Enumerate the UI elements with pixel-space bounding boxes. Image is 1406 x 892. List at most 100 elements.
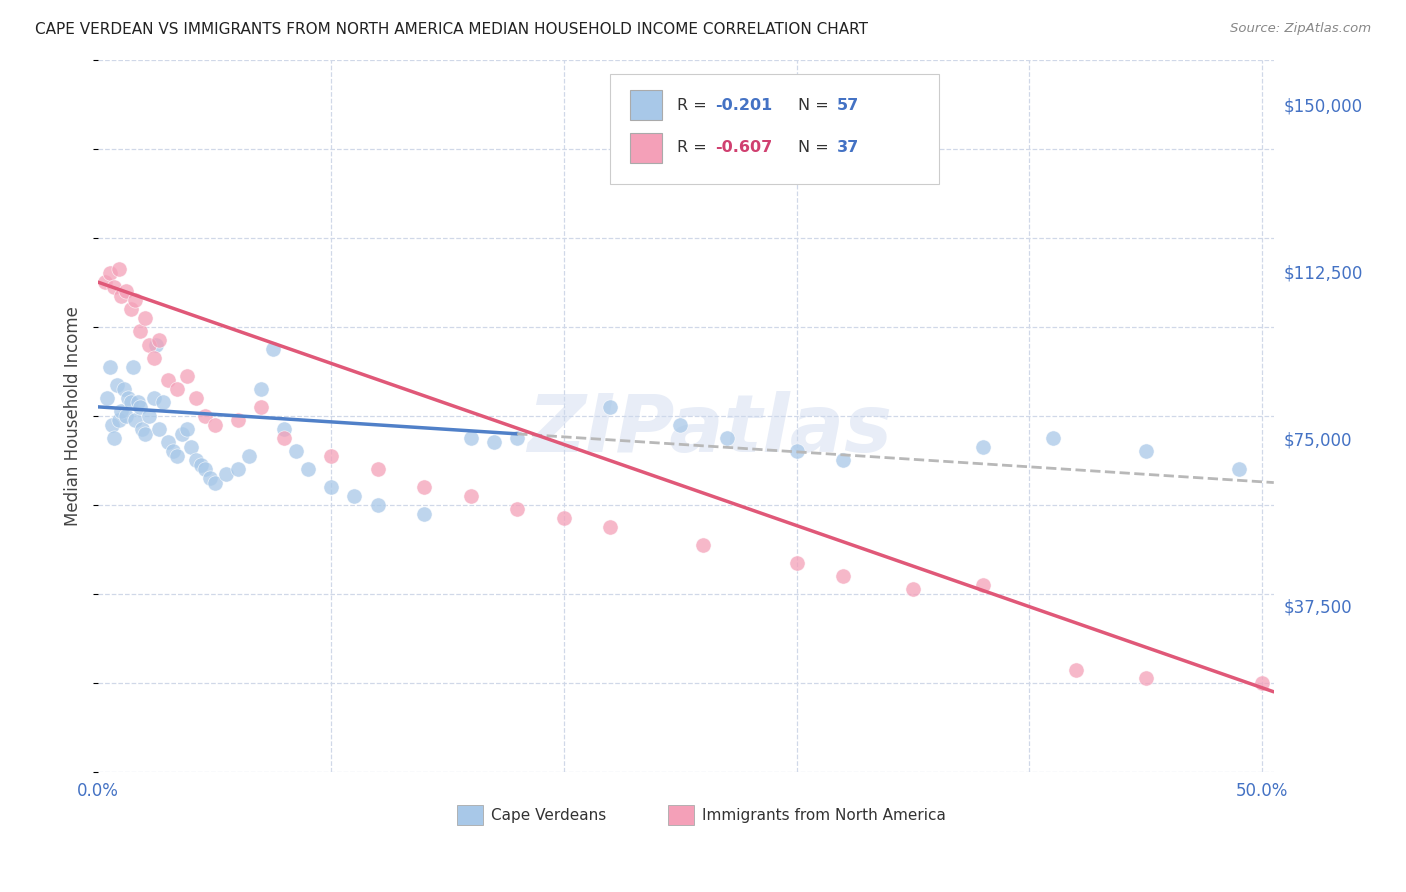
Point: [204, 475, 226, 490]
Point: [117, 391, 139, 405]
Point: [599, 520, 621, 534]
Point: [226, 413, 249, 427]
Text: Cape Verdeans: Cape Verdeans: [491, 808, 606, 823]
Point: [143, 351, 166, 365]
Point: [122, 359, 145, 374]
Point: [460, 431, 482, 445]
Point: [131, 422, 153, 436]
Point: [115, 409, 138, 423]
Text: -0.201: -0.201: [716, 98, 773, 112]
Point: [343, 489, 366, 503]
Point: [1042, 431, 1064, 445]
FancyBboxPatch shape: [610, 74, 939, 185]
Point: [553, 511, 575, 525]
Point: [152, 395, 174, 409]
Point: [120, 301, 142, 316]
Point: [101, 417, 124, 432]
Point: [692, 538, 714, 552]
Point: [162, 444, 184, 458]
Point: [120, 395, 142, 409]
Point: [124, 293, 146, 307]
Point: [134, 310, 156, 325]
Point: [786, 556, 808, 570]
Point: [129, 400, 152, 414]
Point: [1135, 672, 1157, 686]
Point: [297, 462, 319, 476]
Point: [96, 391, 118, 405]
Text: N =: N =: [797, 140, 834, 155]
Point: [204, 417, 226, 432]
Point: [1227, 462, 1250, 476]
Y-axis label: Median Household Income: Median Household Income: [65, 306, 82, 525]
Point: [669, 417, 692, 432]
Point: [367, 498, 389, 512]
Point: [157, 435, 180, 450]
Point: [148, 422, 170, 436]
Point: [262, 342, 284, 356]
Text: Immigrants from North America: Immigrants from North America: [703, 808, 946, 823]
Point: [134, 426, 156, 441]
Point: [1135, 444, 1157, 458]
Point: [103, 431, 125, 445]
Point: [112, 382, 135, 396]
Bar: [630, 90, 662, 120]
Point: [129, 324, 152, 338]
Point: [157, 373, 180, 387]
Point: [176, 422, 198, 436]
Bar: [668, 805, 695, 825]
Point: [170, 426, 193, 441]
Point: [250, 382, 273, 396]
Point: [138, 409, 160, 423]
Point: [250, 400, 273, 414]
Point: [184, 391, 207, 405]
Point: [716, 431, 738, 445]
Point: [143, 391, 166, 405]
Point: [184, 453, 207, 467]
Text: R =: R =: [676, 140, 711, 155]
Point: [215, 467, 238, 481]
Point: [148, 333, 170, 347]
Point: [127, 395, 149, 409]
Point: [506, 502, 529, 516]
Text: R =: R =: [676, 98, 711, 112]
Point: [94, 275, 117, 289]
Text: 57: 57: [837, 98, 859, 112]
Point: [194, 462, 217, 476]
Text: 37: 37: [837, 140, 859, 155]
Point: [124, 413, 146, 427]
Point: [273, 422, 295, 436]
Point: [180, 440, 202, 454]
Point: [273, 431, 295, 445]
Text: CAPE VERDEAN VS IMMIGRANTS FROM NORTH AMERICA MEDIAN HOUSEHOLD INCOME CORRELATIO: CAPE VERDEAN VS IMMIGRANTS FROM NORTH AM…: [35, 22, 868, 37]
Text: -0.607: -0.607: [716, 140, 773, 155]
Point: [599, 400, 621, 414]
Point: [901, 582, 924, 597]
Point: [194, 409, 217, 423]
Point: [786, 444, 808, 458]
Point: [145, 337, 167, 351]
Point: [103, 279, 125, 293]
Point: [166, 449, 188, 463]
Point: [198, 471, 221, 485]
Point: [98, 359, 121, 374]
Point: [972, 440, 994, 454]
Text: Source: ZipAtlas.com: Source: ZipAtlas.com: [1230, 22, 1371, 36]
Point: [190, 458, 212, 472]
Bar: [630, 133, 662, 163]
Text: ZIPatlas: ZIPatlas: [527, 391, 891, 469]
Point: [110, 288, 132, 302]
Point: [138, 337, 160, 351]
Point: [108, 261, 131, 276]
Point: [1064, 663, 1087, 677]
Point: [110, 404, 132, 418]
Point: [115, 284, 138, 298]
Point: [238, 449, 260, 463]
Point: [166, 382, 188, 396]
Text: N =: N =: [797, 98, 834, 112]
Point: [108, 413, 131, 427]
Point: [1251, 676, 1274, 690]
Point: [226, 462, 249, 476]
Point: [506, 431, 529, 445]
Point: [98, 266, 121, 280]
Point: [319, 449, 342, 463]
